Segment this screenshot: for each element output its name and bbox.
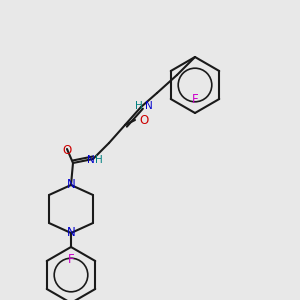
Text: N: N [67,226,75,239]
Text: F: F [192,93,198,106]
Text: F: F [68,253,74,266]
Text: N: N [145,101,153,111]
Text: N: N [87,155,95,165]
Text: N: N [67,178,75,191]
Text: H: H [135,101,143,111]
Text: O: O [62,144,72,157]
Text: H: H [95,155,103,165]
Text: O: O [139,113,148,127]
